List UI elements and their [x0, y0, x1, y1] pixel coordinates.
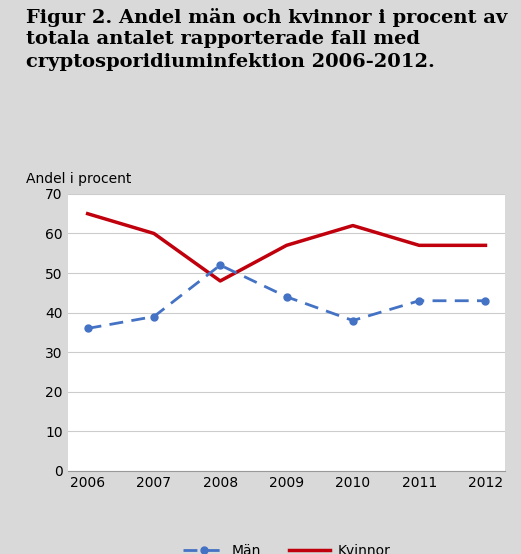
Text: Figur 2. Andel män och kvinnor i procent av: Figur 2. Andel män och kvinnor i procent…: [26, 8, 507, 27]
Text: cryptosporidiuminfektion 2006-2012.: cryptosporidiuminfektion 2006-2012.: [26, 53, 435, 70]
Text: Andel i procent: Andel i procent: [26, 172, 131, 186]
Legend: Män, Kvinnor: Män, Kvinnor: [177, 539, 396, 554]
Text: totala antalet rapporterade fall med: totala antalet rapporterade fall med: [26, 30, 420, 48]
